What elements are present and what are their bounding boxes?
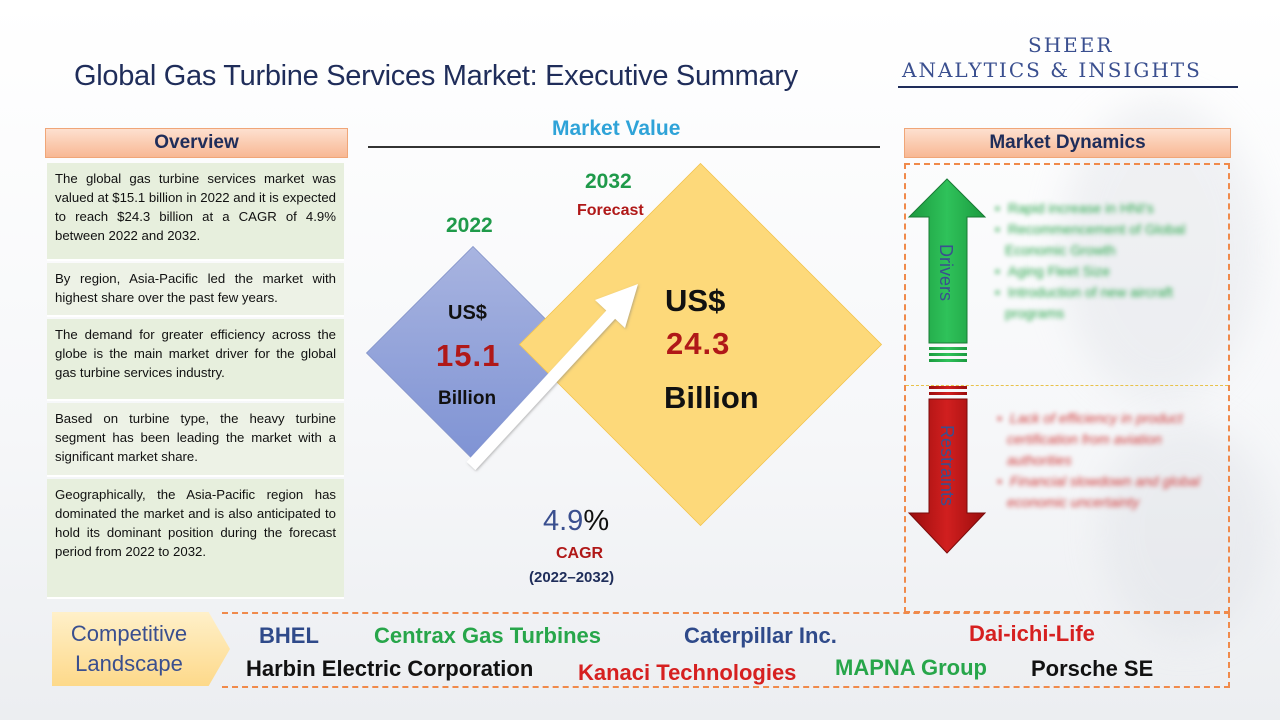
brand-logo-line2: ANALYTICS & INSIGHTS [902,58,1202,82]
growth-arrow-icon [466,284,638,471]
overview-item: Geographically, the Asia-Pacific region … [47,479,344,599]
brand-logo-line1: SHEER [1028,33,1114,57]
base-unit: Billion [438,388,497,409]
driver-item: Recommencement of Global Economic Growth [995,219,1220,261]
forecast-currency: US$ [665,283,726,318]
cagr-value: 4.9% [543,505,609,538]
overview-item: The demand for greater efficiency across… [47,319,344,401]
cagr-label: CAGR [556,545,604,562]
company-name: BHEL [259,623,319,648]
forecast-label: Forecast [577,202,644,219]
page-title: Global Gas Turbine Services Market: Exec… [74,60,798,92]
company-name: Centrax Gas Turbines [374,623,601,648]
driver-item: Aging Fleet Size [995,261,1220,282]
cagr-percent-sign: % [583,505,610,537]
restraint-item: Financial slowdown and global economic u… [997,471,1217,513]
overview-item: By region, Asia-Pacific led the market w… [47,263,344,317]
restraints-down-arrow-icon [907,386,987,554]
overview-item: The global gas turbine services market w… [47,163,344,261]
company-name: Kanaci Technologies [578,660,797,685]
driver-item: Rapid increase in HNI's [995,198,1220,219]
restraints-label: Restraints [937,424,958,507]
forecast-value: 24.3 [666,326,731,361]
drivers-up-arrow-icon [907,178,987,362]
company-name: Dai-ichi-Life [969,621,1095,646]
dynamics-arrows [907,178,987,554]
base-value: 15.1 [436,338,501,373]
market-dynamics-header: Market Dynamics [904,128,1231,158]
forecast-unit: Billion [664,380,759,415]
restraint-item: Lack of efficiency in product certificat… [997,408,1217,471]
dynamics-divider [906,385,1228,386]
driver-item: Introduction of new aircraft programs [995,282,1220,324]
cagr-range: (2022–2032) [529,569,615,586]
company-name: Caterpillar Inc. [684,623,837,648]
market-value-header: Market Value [552,117,681,140]
company-name: MAPNA Group [835,655,987,680]
restraints-list: Lack of efficiency in product certificat… [997,408,1217,513]
competitive-landscape-label: Competitive Landscape [52,612,230,686]
competitive-label-line2: Landscape [75,651,183,676]
brand-underline [898,86,1238,88]
overview-header: Overview [45,128,348,158]
company-name: Harbin Electric Corporation [246,656,534,681]
overview-item: Based on turbine type, the heavy turbine… [47,403,344,477]
company-name: Porsche SE [1031,656,1154,681]
market-value-divider [368,146,880,148]
drivers-label: Drivers [936,244,956,301]
forecast-year: 2032 [585,170,632,193]
base-year: 2022 [446,214,493,237]
competitive-label-line1: Competitive [70,621,188,646]
cagr-number: 4.9 [543,505,584,537]
drivers-list: Rapid increase in HNI's Recommencement o… [995,198,1220,324]
competitive-landscape-frame [222,612,1230,688]
base-currency: US$ [448,302,487,324]
